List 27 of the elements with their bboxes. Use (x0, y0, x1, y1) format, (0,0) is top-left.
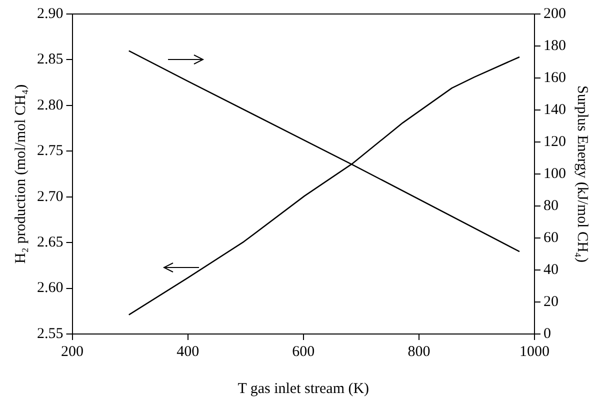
y-tick-label: 2.80 (37, 97, 64, 114)
x-tick-label: 400 (176, 344, 200, 360)
y2-tick-label: 180 (544, 38, 566, 54)
x-axis-title: T gas inlet stream (K) (238, 380, 370, 397)
y2-tick-label: 200 (544, 6, 566, 22)
y-tick-label: 2.75 (37, 143, 64, 160)
y2-tick-label: 160 (544, 70, 566, 86)
x-tick-label: 200 (61, 344, 84, 360)
x-tick-label: 600 (292, 344, 315, 360)
y-tick-label: 2.65 (37, 234, 64, 251)
y-tick-label: 2.55 (37, 326, 64, 342)
x-tick-label: 800 (408, 344, 430, 360)
y2-tick-label: 80 (544, 198, 558, 214)
y-axis-title: H₂ production (mol/mol CH₄) (12, 84, 29, 264)
y2-axis-title: Surplus Energy (kJ/mol CH₄) (574, 85, 590, 263)
y2-tick-label: 0 (544, 326, 551, 342)
y-tick-label: 2.70 (37, 188, 64, 205)
y2-tick-label: 60 (544, 230, 558, 246)
y-tick-label: 2.85 (37, 52, 64, 68)
y2-tick-label: 140 (544, 102, 566, 118)
y2-tick-label: 120 (544, 134, 566, 150)
y2-tick-label: 40 (544, 262, 558, 278)
y-tick-label: 2.90 (37, 6, 64, 22)
y-tick-label: 2.60 (37, 280, 64, 296)
y2-tick-label: 100 (544, 166, 566, 182)
y2-tick-label: 20 (544, 294, 558, 310)
x-tick-label: 1000 (520, 344, 550, 360)
